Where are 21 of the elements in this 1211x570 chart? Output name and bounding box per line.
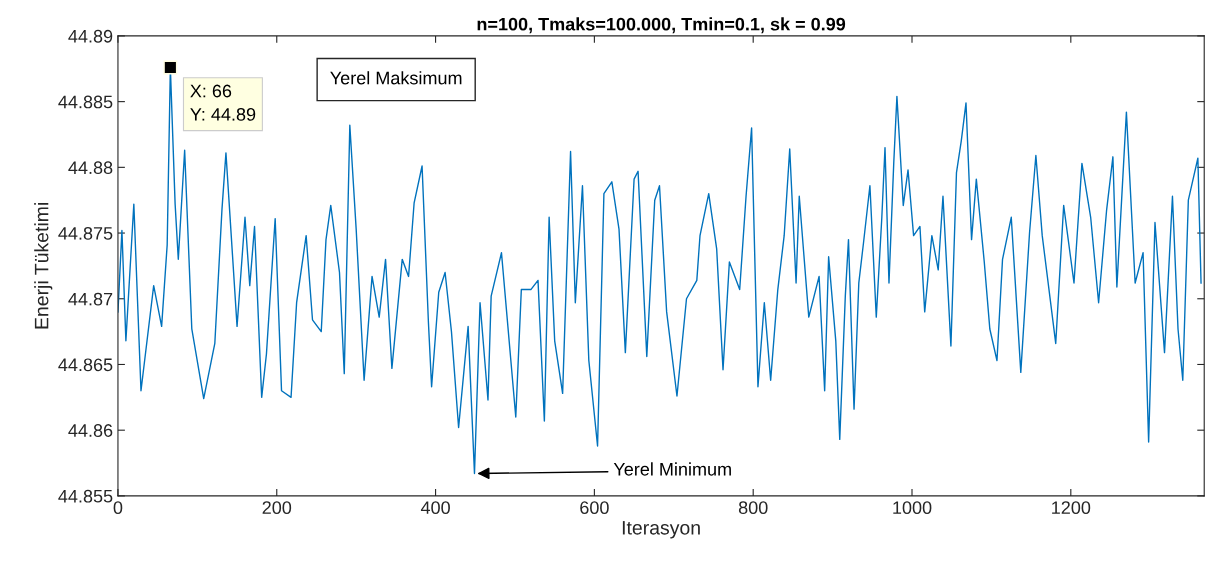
x-tick-label: 400 bbox=[420, 501, 450, 515]
x-tick-label: 1200 bbox=[1052, 501, 1091, 515]
y-tick-label: 44.855 bbox=[58, 489, 113, 503]
x-tick-label: 600 bbox=[580, 501, 609, 515]
x-tick-label: 1000 bbox=[893, 501, 932, 515]
y-tick-label: 44.86 bbox=[68, 424, 113, 437]
y-tick-label: 44.875 bbox=[58, 226, 113, 240]
y-tick-label: 44.89 bbox=[68, 29, 113, 43]
y-axis-title: Enerji Tüketimi bbox=[34, 203, 53, 329]
x-tick-label: 0 bbox=[113, 501, 123, 515]
y-tick-label: 44.88 bbox=[68, 161, 113, 175]
x-tick-label: 200 bbox=[262, 501, 292, 515]
annotation: Yerel Minimum bbox=[613, 462, 731, 476]
annotation: Yerel Maksimum bbox=[330, 71, 462, 85]
x-tick-label: 800 bbox=[738, 501, 768, 515]
chart-title: n=100, Tmaks=100.000, Tmin=0.1, sk = 0.99 bbox=[477, 17, 846, 34]
y-tick-label: 44.885 bbox=[58, 95, 113, 109]
y-tick-label: 44.87 bbox=[68, 292, 113, 306]
y-tick-label: 44.865 bbox=[58, 358, 113, 372]
x-axis-title: Iterasyon bbox=[622, 521, 700, 539]
annotation: X: 66 Y: 44.89 bbox=[190, 84, 256, 121]
